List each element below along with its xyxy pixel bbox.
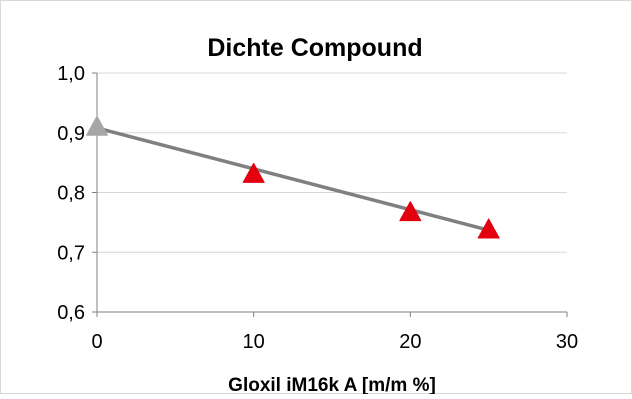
data-point-triangle	[399, 201, 422, 222]
x-tick-label: 30	[556, 331, 578, 353]
x-axis-label: Gloxil iM16k A [m/m %]	[228, 375, 436, 394]
y-tick-label: 0,7	[57, 242, 85, 264]
data-point-triangle	[477, 218, 500, 239]
y-tick-label: 1,0	[57, 63, 85, 85]
x-tick-label: 10	[243, 331, 265, 353]
data-point-triangle	[242, 162, 265, 183]
trendline-layer	[95, 126, 491, 232]
y-tick-label: 0,6	[57, 302, 85, 324]
x-tick-label: 20	[399, 331, 421, 353]
grid-lines	[97, 72, 567, 253]
x-tick-label: 0	[91, 331, 102, 353]
chart-title: Dichte Compound	[207, 34, 422, 62]
data-point-triangle	[86, 115, 108, 136]
y-tick-label: 0,8	[57, 183, 85, 205]
y-tick-label: 0,9	[57, 123, 85, 145]
tick-labels: 0,6 0,7 0,8 0,9 1,0 0 10 20 30	[57, 63, 578, 353]
data-points	[86, 115, 500, 239]
trendline	[95, 126, 491, 232]
